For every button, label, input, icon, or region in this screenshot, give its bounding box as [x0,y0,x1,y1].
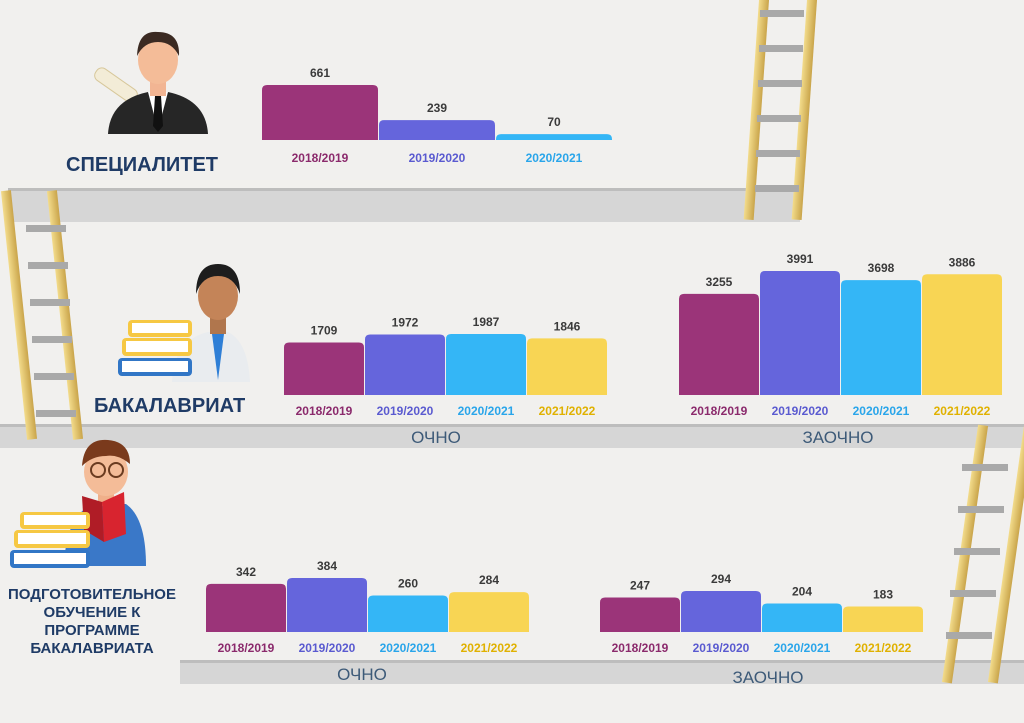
bar [379,120,495,140]
value-label: 3255 [706,275,733,289]
chart-specialitet: 661 2018/2019 239 2019/2020 70 2020/2021 [262,66,612,165]
bar [679,293,759,395]
value-label: 284 [479,573,499,587]
value-label: 294 [711,572,731,586]
chart-podgot-zaochno: 247 2018/2019 294 2019/2020 204 2020/2021 183 2… [600,572,923,655]
student-reading-icon [10,439,146,568]
year-label: 2018/2019 [612,641,669,655]
bar [600,597,680,632]
value-label: 3698 [868,261,895,275]
year-label: 2019/2020 [772,404,829,418]
bar [365,334,445,395]
bar [284,342,364,395]
value-label: 384 [317,559,337,573]
shelf-bottom [180,660,1024,684]
year-label: 2020/2021 [774,641,831,655]
value-label: 661 [310,66,330,80]
mode-label-podgot-ochno: ОЧНО [337,665,387,684]
bar [760,271,840,395]
year-label: 2021/2022 [461,641,518,655]
title-podgot-line-1: ПОДГОТОВИТЕЛЬНОЕ [8,586,176,603]
bar [762,603,842,632]
year-label: 2019/2020 [377,404,434,418]
bar [446,334,526,395]
ladder-top-icon [743,0,818,221]
value-label: 342 [236,565,256,579]
shelf-middle [0,424,1024,448]
year-label: 2021/2022 [934,404,991,418]
bar [527,338,607,395]
year-label: 2018/2019 [691,404,748,418]
ladder-bottom-icon [941,424,1024,684]
graduate-with-diploma-icon [94,31,208,134]
mode-label-bakalavriat-ochno: ОЧНО [411,428,461,447]
year-label: 2020/2021 [458,404,515,418]
year-label: 2018/2019 [296,404,353,418]
title-podgot-line-4: БАКАЛАВРИАТА [30,640,153,657]
year-label: 2019/2020 [299,641,356,655]
value-label: 260 [398,576,418,590]
year-label: 2018/2019 [218,641,275,655]
year-label: 2019/2020 [693,641,750,655]
bar [206,583,286,632]
value-label: 3886 [949,255,976,269]
bar [287,578,367,632]
year-label: 2021/2022 [539,404,596,418]
bar [841,280,921,395]
value-label: 239 [427,101,447,115]
title-podgot-line-2: ОБУЧЕНИЕ К [44,604,142,621]
value-label: 1846 [554,319,581,333]
title-podgot-line-3: ПРОГРАММЕ [44,622,139,639]
chart-bakalavriat-zaochno: 3255 2018/2019 3991 2019/2020 3698 2020/2021 3… [679,252,1002,418]
title-podgot: ПОДГОТОВИТЕЛЬНОЕ ОБУЧЕНИЕ К ПРОГРАММЕ БА… [8,586,176,657]
shelves [0,188,1024,684]
value-label: 183 [873,587,893,601]
bar [922,274,1002,395]
bar [843,606,923,632]
bar [681,591,761,632]
student-with-books-icon [118,264,250,382]
bar [496,134,612,140]
shelf-top [8,188,800,222]
title-specialitet: СПЕЦИАЛИТЕТ [66,154,218,176]
value-label: 70 [547,115,561,129]
value-label: 1709 [311,324,338,338]
chart-bakalavriat-ochno: 1709 2018/2019 1972 2019/2020 1987 2020/2021 1… [284,315,607,418]
mode-label-bakalavriat-zaochno: ЗАОЧНО [803,428,874,447]
year-label: 2020/2021 [853,404,910,418]
bar [262,85,378,140]
year-label: 2019/2020 [409,151,466,165]
ladder-middle-icon [0,190,84,440]
year-label: 2021/2022 [855,641,912,655]
mode-label-podgot-zaochno: ЗАОЧНО [733,668,804,687]
bar [368,595,448,632]
bar [449,592,529,632]
value-label: 1972 [392,315,419,329]
value-label: 1987 [473,315,500,329]
year-label: 2020/2021 [380,641,437,655]
value-label: 3991 [787,252,814,266]
year-label: 2020/2021 [526,151,583,165]
value-label: 204 [792,585,812,599]
title-bakalavriat: БАКАЛАВРИАТ [94,395,245,417]
chart-podgot-ochno: 342 2018/2019 384 2019/2020 260 2020/2021 284 2… [206,559,529,655]
value-label: 247 [630,579,650,593]
year-label: 2018/2019 [292,151,349,165]
